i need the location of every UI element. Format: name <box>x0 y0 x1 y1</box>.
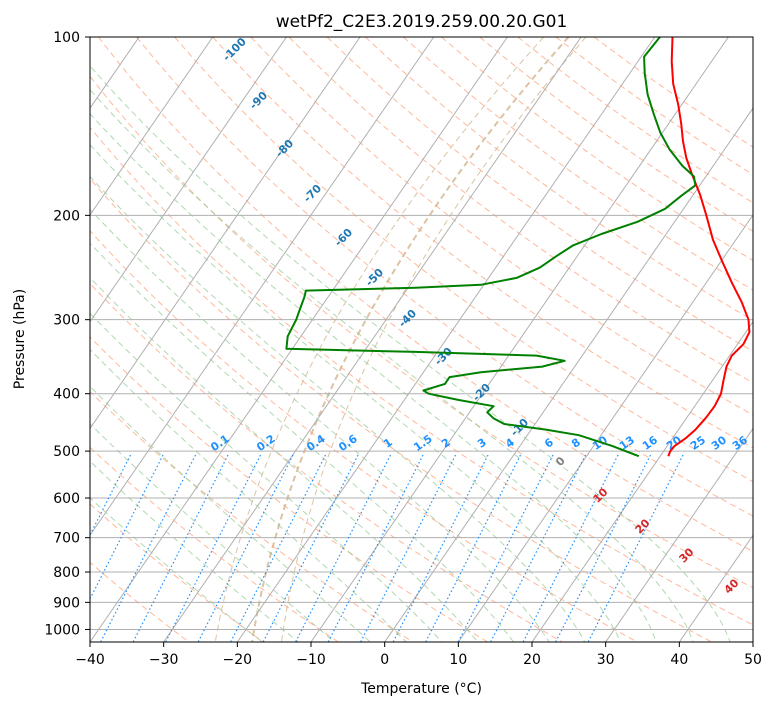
x-tick-label: 30 <box>597 652 615 668</box>
x-tick-label: −40 <box>75 652 105 668</box>
x-tick-label: −30 <box>149 652 179 668</box>
chart-title: wetPf2_C2E3.2019.259.00.20.G01 <box>276 12 568 32</box>
y-tick-label: 700 <box>53 531 80 547</box>
y-tick-label: 1000 <box>44 622 80 638</box>
y-axis-label: Pressure (hPa) <box>12 289 28 389</box>
x-tick-label: −10 <box>296 652 326 668</box>
x-tick-label: 40 <box>670 652 688 668</box>
y-tick-label: 800 <box>53 565 80 581</box>
y-tick-label: 400 <box>53 387 80 403</box>
x-tick-label: 50 <box>744 652 762 668</box>
x-tick-label: 20 <box>523 652 541 668</box>
y-tick-label: 900 <box>53 595 80 611</box>
x-tick-label: 10 <box>449 652 467 668</box>
y-tick-label: 100 <box>53 30 80 46</box>
x-axis-label: Temperature (°C) <box>360 681 482 697</box>
y-tick-label: 500 <box>53 444 80 460</box>
x-tick-label: −20 <box>223 652 253 668</box>
y-tick-label: 300 <box>53 313 80 329</box>
y-tick-label: 600 <box>53 491 80 507</box>
y-tick-label: 200 <box>53 208 80 224</box>
x-tick-label: 0 <box>380 652 389 668</box>
